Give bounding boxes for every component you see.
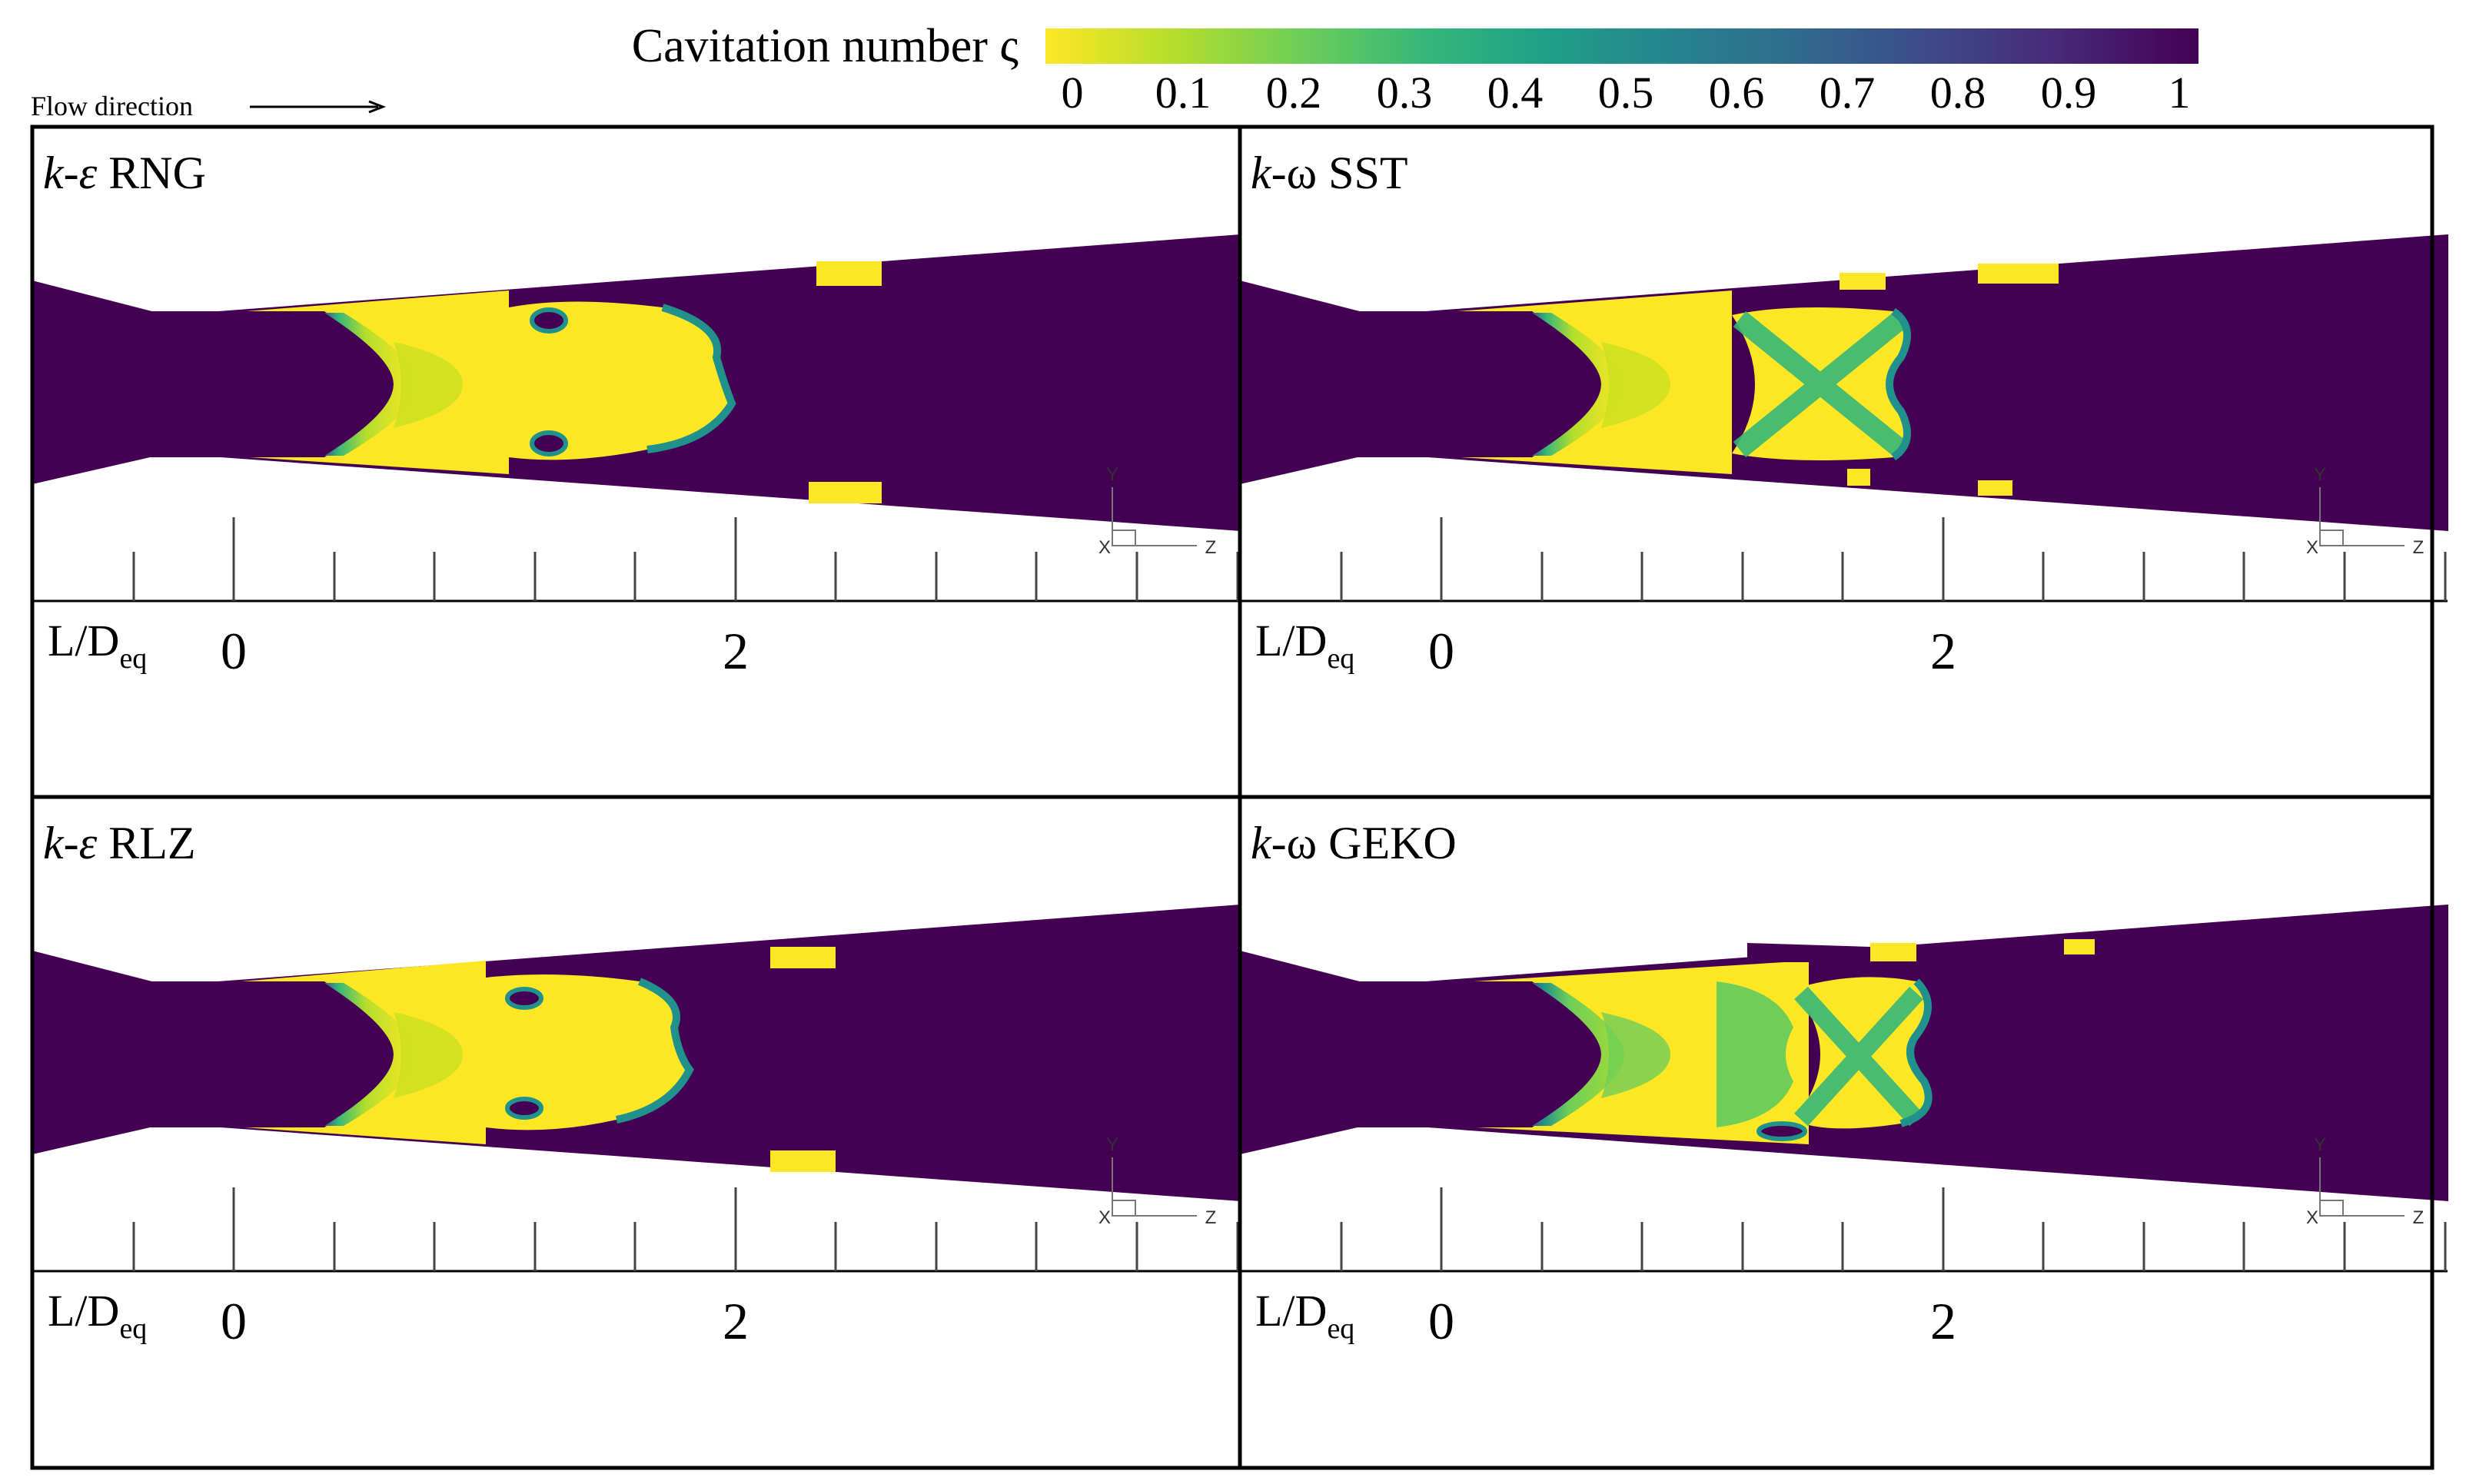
colorbar-tick-label: 0.5 bbox=[1598, 68, 1654, 118]
wall-vapor-patch bbox=[770, 1150, 836, 1172]
scale-label-0: 0 bbox=[1428, 1292, 1454, 1350]
axis-label-main: L/D bbox=[48, 616, 119, 666]
colorbar-tick-label: 0.8 bbox=[1930, 68, 1986, 118]
panel-geko: k-ω GEKO L/Deq 0 2 Y X Z bbox=[1238, 797, 2448, 1467]
axis-label-subscript: eq bbox=[1327, 642, 1354, 675]
scale-label-2: 2 bbox=[1930, 1292, 1956, 1350]
axis-y-label: Y bbox=[1106, 464, 1118, 485]
wall-vapor-patch bbox=[1978, 480, 2012, 496]
panel-sst: k-ω SST L/Deq 0 2 Y X Z bbox=[1238, 127, 2448, 797]
axis-y-label: Y bbox=[1106, 1134, 1118, 1155]
colorbar bbox=[1045, 28, 2198, 64]
vapor-cloud bbox=[486, 974, 690, 1130]
liquid-core bbox=[32, 311, 394, 457]
panel-rng: k-ε RNG L/Deq 0 2 Y X Z bbox=[31, 127, 1241, 797]
axes-triad-icon: Y X Z bbox=[1098, 464, 1216, 558]
colorbar-title: Cavitation number ς bbox=[632, 20, 1019, 72]
panel-title-model: k-ε bbox=[43, 818, 98, 868]
core-interface bbox=[1532, 313, 1624, 456]
panel-title-model: k- bbox=[1251, 148, 1287, 198]
axis-label: L/Deq bbox=[1255, 616, 1354, 675]
liquid-core bbox=[1240, 311, 1601, 457]
axis-z-label: Z bbox=[2413, 537, 2424, 558]
vapor-cloud bbox=[509, 301, 732, 460]
axis-label-main: L/D bbox=[48, 1286, 119, 1336]
colorbar-tick-label: 0.4 bbox=[1487, 68, 1544, 118]
flow-direction-label: Flow direction bbox=[31, 91, 193, 121]
colorbar-tick-label: 0.6 bbox=[1709, 68, 1765, 118]
panel-title-model: k-ε bbox=[43, 148, 98, 198]
wall-vapor-patch bbox=[2064, 939, 2095, 954]
wall-vapor-patch bbox=[1978, 264, 2059, 284]
axis-y-label: Y bbox=[2314, 1134, 2326, 1155]
axis-x-label: X bbox=[1098, 537, 1111, 558]
scale-label-2: 2 bbox=[723, 1292, 749, 1350]
panel-title: k-ε RLZ bbox=[43, 818, 196, 868]
colorbar-tick-label: 0.1 bbox=[1155, 68, 1211, 118]
axes-triad-icon: Y X Z bbox=[2306, 464, 2424, 558]
panel-title-variant: ω GEKO bbox=[1287, 818, 1457, 868]
axis-label-subscript: eq bbox=[119, 642, 147, 675]
liquid-core bbox=[32, 981, 394, 1127]
wall-vapor-patch bbox=[770, 947, 836, 968]
core-interface bbox=[324, 313, 417, 456]
axis-x-label: X bbox=[2306, 537, 2318, 558]
scale-label-0: 0 bbox=[221, 1292, 247, 1350]
axes-triad-icon: Y X Z bbox=[2306, 1134, 2424, 1228]
core-interface bbox=[1532, 983, 1624, 1126]
panel-title-variant: ω SST bbox=[1287, 148, 1408, 198]
wall-vapor-patch bbox=[816, 261, 882, 286]
panel-title: k-ω GEKO bbox=[1251, 818, 1457, 868]
axes-triad-icon: Y X Z bbox=[1098, 1134, 1216, 1228]
axis-x-label: X bbox=[2306, 1207, 2318, 1228]
axis-label-subscript: eq bbox=[1327, 1313, 1354, 1345]
axis-z-label: Z bbox=[2413, 1207, 2424, 1228]
colorbar-tick-label: 0.9 bbox=[2041, 68, 2097, 118]
axis-label-subscript: eq bbox=[119, 1313, 147, 1345]
colorbar-ticks: 0 0.1 0.2 0.3 0.4 0.5 0.6 0.7 0.8 0.9 1 bbox=[1062, 68, 2191, 118]
colorbar-tick-label: 0.2 bbox=[1266, 68, 1322, 118]
colorbar-tick-label: 0.7 bbox=[1820, 68, 1876, 118]
panel-title-model: k- bbox=[1251, 818, 1287, 868]
axis-label: L/Deq bbox=[48, 1286, 147, 1345]
panel-title: k-ω SST bbox=[1251, 148, 1408, 198]
core-interface bbox=[324, 983, 417, 1126]
flow-arrow-head-icon bbox=[368, 100, 387, 114]
scale-label-0: 0 bbox=[1428, 622, 1454, 680]
colorbar-tick-label: 1 bbox=[2169, 68, 2191, 118]
axis-x-label: X bbox=[1098, 1207, 1111, 1228]
scale-label-2: 2 bbox=[723, 622, 749, 680]
axis-z-label: Z bbox=[1205, 1207, 1217, 1228]
axis-y-label: Y bbox=[2314, 464, 2326, 485]
axis-label-main: L/D bbox=[1255, 616, 1327, 666]
scale-label-0: 0 bbox=[221, 622, 247, 680]
axis-label: L/Deq bbox=[48, 616, 147, 675]
liquid-core bbox=[1240, 981, 1601, 1127]
axis-label: L/Deq bbox=[1255, 1286, 1354, 1345]
colorbar-tick-label: 0.3 bbox=[1377, 68, 1433, 118]
axis-z-label: Z bbox=[1205, 537, 1217, 558]
wall-vapor-patch bbox=[809, 482, 882, 503]
panel-title: k-ε RNG bbox=[43, 148, 206, 198]
colorbar-tick-label: 0 bbox=[1062, 68, 1084, 118]
panel-rlz: k-ε RLZ L/Deq 0 2 Y X Z bbox=[31, 797, 1241, 1467]
panel-title-variant: RLZ bbox=[97, 818, 195, 868]
panel-title-variant: RNG bbox=[97, 148, 206, 198]
axis-label-main: L/D bbox=[1255, 1286, 1327, 1336]
scale-label-2: 2 bbox=[1930, 622, 1956, 680]
